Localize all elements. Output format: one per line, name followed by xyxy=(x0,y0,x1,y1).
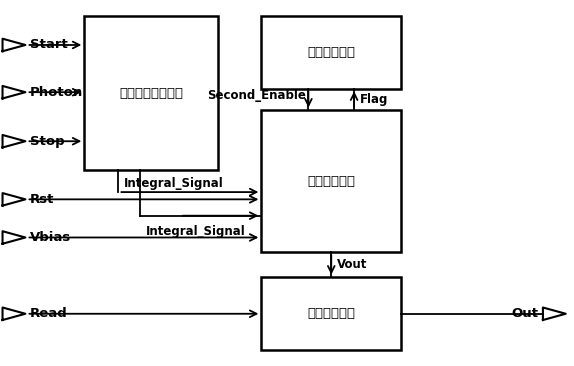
Text: 积分定时模块: 积分定时模块 xyxy=(307,175,355,188)
Text: Read: Read xyxy=(30,307,68,320)
Text: 反馈控制逻辑: 反馈控制逻辑 xyxy=(307,46,355,59)
Text: Second_Enable: Second_Enable xyxy=(207,89,305,102)
Bar xyxy=(84,16,219,170)
Text: Flag: Flag xyxy=(360,93,388,106)
Text: Integral_Signal: Integral_Signal xyxy=(124,177,224,190)
Text: Stop: Stop xyxy=(30,135,64,148)
Text: 积分信号产生逻辑: 积分信号产生逻辑 xyxy=(119,87,183,100)
Text: Vout: Vout xyxy=(337,258,367,271)
Text: Integral_Signal: Integral_Signal xyxy=(146,225,245,238)
Bar xyxy=(261,111,401,252)
Text: Vbias: Vbias xyxy=(30,231,71,244)
Text: Rst: Rst xyxy=(30,193,55,206)
Text: Photon: Photon xyxy=(30,86,83,99)
Bar xyxy=(261,16,401,89)
Bar xyxy=(261,277,401,350)
Text: Start: Start xyxy=(30,38,68,52)
Text: 行选读出模块: 行选读出模块 xyxy=(307,307,355,320)
Text: Out: Out xyxy=(511,307,538,320)
